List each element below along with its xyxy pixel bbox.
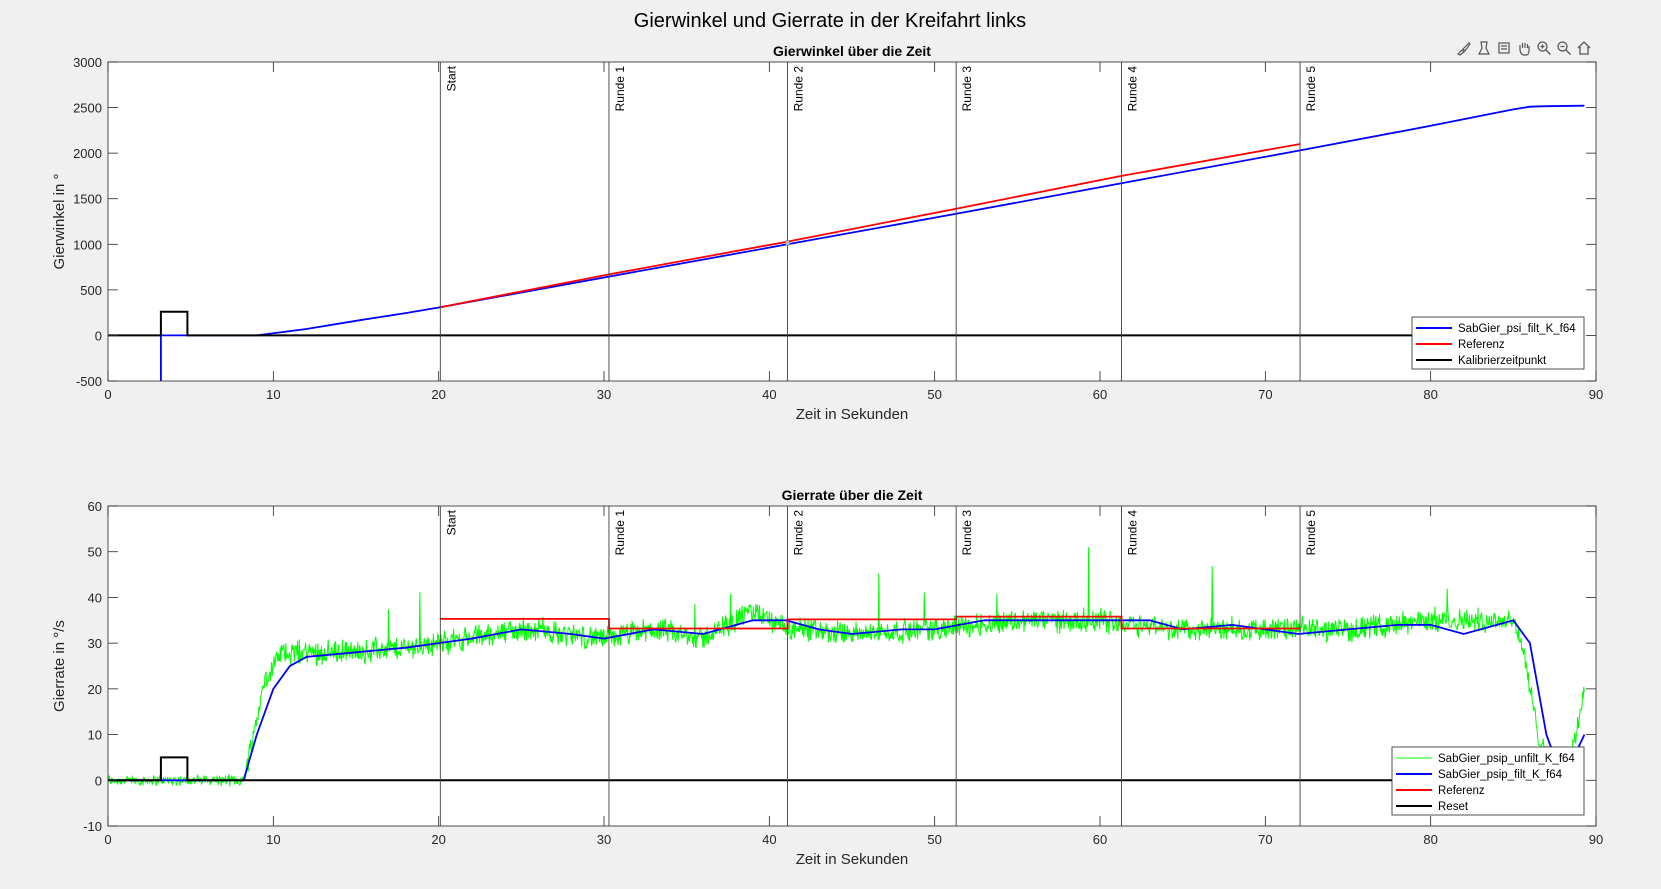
y-axis-label: Gierwinkel in °: [51, 173, 68, 269]
y-tick-label: 2000: [73, 146, 102, 161]
marker-label-runde-3: Runde 3: [960, 510, 974, 556]
marker-label-runde-4: Runde 4: [1125, 66, 1139, 112]
x-tick-label: 0: [104, 387, 111, 402]
axes-gierrate[interactable]: Start Runde 1 Runde 2 Runde 3 Runde 4 Runde 5…: [51, 487, 1603, 868]
series-sabgier-psip-filt-k-f64: [108, 619, 1586, 783]
axes-frame: [107, 505, 1597, 827]
reference-point-marker: [784, 240, 791, 246]
legend-label-referenz: Referenz: [1438, 785, 1485, 797]
x-tick-label: 80: [1423, 387, 1437, 402]
x-tick-label: 30: [597, 387, 611, 402]
x-tick-label: 30: [597, 832, 611, 847]
series-reset: [108, 756, 1585, 782]
legend[interactable]: SabGier_psip_unfilt_K_f64 SabGier_psip_fi…: [1391, 746, 1585, 816]
y-tick-label: -500: [76, 374, 102, 389]
marker-label-start: Start: [444, 509, 458, 535]
legend-label-reset: Reset: [1438, 801, 1469, 813]
y-tick-label: 10: [88, 728, 102, 743]
y-tick-label: 60: [88, 499, 102, 514]
y-tick-label: 30: [88, 636, 102, 651]
marker-label-runde-1: Runde 1: [613, 510, 627, 556]
plot-area[interactable]: [108, 62, 1596, 381]
home-icon[interactable]: [1574, 38, 1594, 58]
y-tick-label: 50: [88, 545, 102, 560]
x-tick-label: 40: [762, 832, 776, 847]
x-tick-label: 20: [431, 387, 445, 402]
y-tick-label: 1500: [73, 192, 102, 207]
y-tick-label: 3000: [73, 55, 102, 70]
x-tick-label: 70: [1258, 387, 1272, 402]
x-tick-label: 20: [431, 832, 445, 847]
brush-icon[interactable]: [1454, 38, 1474, 58]
x-tick-label: 60: [1093, 832, 1107, 847]
axes-title: Gierwinkel über die Zeit: [773, 43, 931, 59]
y-tick-label: 2500: [73, 101, 102, 116]
legend[interactable]: SabGier_psi_filt_K_f64 Referenz Kalibrierz…: [1411, 316, 1585, 370]
x-axis-label: Zeit in Sekunden: [796, 851, 909, 868]
y-tick-label: 500: [80, 283, 102, 298]
marker-label-runde-1: Runde 1: [613, 66, 627, 112]
axes-title: Gierrate über die Zeit: [782, 487, 923, 503]
x-tick-label: 10: [266, 832, 280, 847]
axes-gierwinkel[interactable]: Start Runde 1 Runde 2 Runde 3 Runde 4 Runde 5…: [51, 43, 1603, 423]
zoom-out-icon[interactable]: [1554, 38, 1574, 58]
zoom-in-icon[interactable]: [1534, 38, 1554, 58]
y-tick-label: 20: [88, 682, 102, 697]
x-tick-label: 40: [762, 387, 776, 402]
x-axis-label: Zeit in Sekunden: [796, 406, 909, 423]
marker-label-runde-5: Runde 5: [1304, 66, 1318, 112]
legend-label-referenz: Referenz: [1458, 339, 1505, 351]
plot-content: [108, 104, 1585, 381]
series-referenz: [440, 143, 1301, 309]
y-tick-label: 0: [95, 328, 102, 343]
x-tick-label: 60: [1093, 387, 1107, 402]
axes-toolbar: [1454, 38, 1594, 58]
y-tick-label: 0: [95, 773, 102, 788]
marker-label-runde-5: Runde 5: [1304, 510, 1318, 556]
datacursor-icon[interactable]: [1494, 38, 1514, 58]
marker-label-runde-3: Runde 3: [960, 66, 974, 112]
x-tick-label: 90: [1589, 387, 1603, 402]
y-tick-label: 40: [88, 590, 102, 605]
figure-title: Gierwinkel und Gierrate in der Kreifahrt…: [634, 10, 1026, 32]
series-kalibrierzeitpunkt: [108, 310, 1585, 337]
legend-label-sabgier-psip-unfilt-k-f64: SabGier_psip_unfilt_K_f64: [1438, 753, 1575, 765]
x-tick-label: 70: [1258, 832, 1272, 847]
x-tick-label: 80: [1423, 832, 1437, 847]
marker-label-runde-2: Runde 2: [792, 66, 806, 112]
data-tips-icon[interactable]: [1474, 38, 1494, 58]
series-sabgier-psip-unfilt-k-f64: [108, 547, 1585, 789]
axes-frame: [107, 61, 1597, 382]
marker-label-runde-2: Runde 2: [792, 510, 806, 556]
x-tick-label: 0: [104, 832, 111, 847]
legend-label-sabgier-psi-filt-k-f64: SabGier_psi_filt_K_f64: [1458, 323, 1576, 335]
legend-label-sabgier-psip-filt-k-f64: SabGier_psip_filt_K_f64: [1438, 769, 1563, 781]
x-tick-label: 50: [927, 832, 941, 847]
y-axis-label: Gierrate in °/s: [51, 620, 68, 712]
pan-icon[interactable]: [1514, 38, 1534, 58]
y-tick-label: 1000: [73, 237, 102, 252]
y-tick-label: -10: [83, 819, 102, 834]
plot-area[interactable]: [108, 506, 1596, 826]
x-tick-label: 10: [266, 387, 280, 402]
x-tick-label: 50: [927, 387, 941, 402]
marker-label-start: Start: [444, 65, 458, 91]
legend-label-kalibrierzeitpunkt: Kalibrierzeitpunkt: [1458, 355, 1547, 367]
marker-label-runde-4: Runde 4: [1125, 510, 1139, 556]
x-tick-label: 90: [1589, 832, 1603, 847]
